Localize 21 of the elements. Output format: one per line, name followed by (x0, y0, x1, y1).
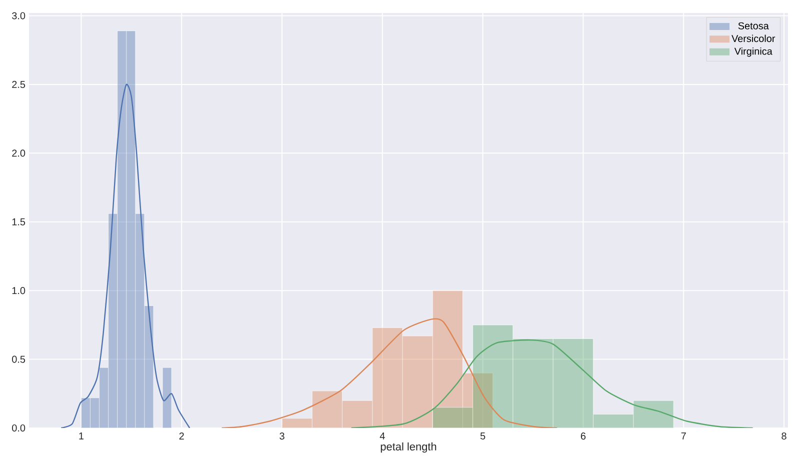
y-tick-label: 1.5 (12, 218, 26, 226)
y-tick-label: 0.5 (12, 356, 26, 363)
x-tick-label: 7 (681, 432, 686, 440)
y-tick-label: 1.0 (12, 287, 26, 294)
line-series (60, 84, 190, 428)
legend-label: Virginica (734, 47, 772, 57)
x-tick-label: 5 (480, 432, 486, 440)
legend-label: Versicolor (732, 34, 776, 42)
x-tick-label: 4 (380, 432, 385, 440)
x-tick-label: 8 (782, 432, 786, 440)
x-axis-title: petal length (380, 442, 436, 453)
x-tick-label: 6 (580, 432, 586, 440)
line-series (221, 318, 558, 428)
x-tick-label: 3 (280, 432, 284, 440)
y-tick-label: 2.0 (12, 150, 26, 157)
y-tick-label: 0.0 (12, 424, 26, 432)
x-tick-label: 1 (79, 432, 84, 440)
x-tick-label: 2 (179, 432, 184, 440)
legend-label: Setosa (738, 22, 769, 30)
y-tick-label: 3.0 (12, 12, 26, 20)
y-tick-label: 2.5 (12, 80, 26, 88)
